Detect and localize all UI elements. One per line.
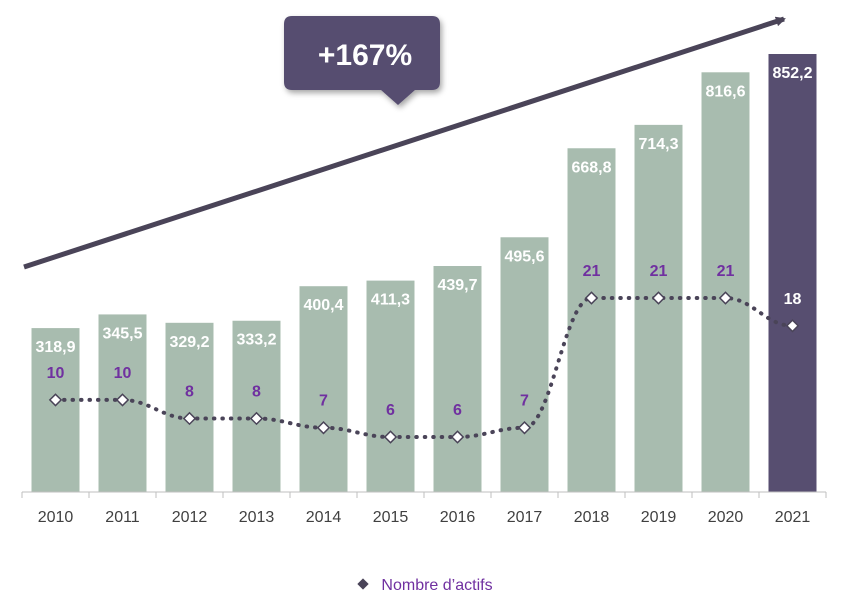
legend-label: Nombre d’actifs: [381, 577, 493, 594]
count-value-label: 21: [717, 263, 735, 280]
bar-2010: [31, 328, 80, 492]
bar-2018: [567, 148, 616, 492]
bar-2020: [701, 72, 750, 492]
x-tick-label: 2016: [440, 509, 476, 526]
x-tick-label: 2020: [708, 509, 744, 526]
x-tick-label: 2012: [172, 509, 208, 526]
bar-2012: [165, 322, 214, 492]
x-tick-label: 2021: [775, 509, 811, 526]
count-point-2010: [48, 393, 63, 407]
growth-trend-arrow: [23, 16, 786, 270]
bar-value-label: 411,3: [371, 292, 410, 309]
count-value-label: 21: [650, 263, 668, 280]
bar-2021: [768, 54, 817, 492]
x-tick-label: 2014: [306, 509, 342, 526]
count-point-2013: [249, 411, 264, 426]
bar-2017: [500, 237, 549, 492]
count-point-2020: [718, 291, 733, 305]
bar-value-label: 852,2: [772, 65, 812, 82]
count-value-label: 7: [520, 393, 529, 410]
count-value-label: 8: [252, 383, 261, 400]
x-tick-label: 2017: [507, 509, 543, 526]
bar-2019: [634, 124, 683, 493]
count-value-label: 8: [185, 383, 194, 400]
bar-2016: [433, 266, 482, 492]
count-point-2018: [584, 291, 599, 305]
x-tick-label: 2015: [373, 509, 409, 526]
x-tick-label: 2018: [574, 509, 610, 526]
bar-2015: [366, 280, 415, 492]
count-line-layer: 10 10 8 8 7 6 6 7 21 21 21 18: [47, 263, 802, 444]
bar-2013: [232, 320, 281, 492]
count-point-2015: [383, 430, 398, 444]
count-point-2017: [517, 421, 532, 435]
x-tick-label: 2010: [38, 509, 74, 526]
count-point-2021: [785, 319, 800, 333]
count-point-2019: [651, 291, 666, 305]
count-value-label: 18: [784, 291, 802, 308]
count-point-2011: [115, 393, 130, 407]
count-point-2014: [316, 421, 331, 435]
bar-value-label: 329,2: [169, 334, 209, 351]
count-value-label: 10: [47, 365, 65, 382]
count-value-label: 6: [453, 402, 462, 419]
count-point-2016: [450, 430, 465, 444]
growth-percentage: +167%: [318, 39, 412, 72]
bar-value-label: 345,5: [102, 325, 142, 342]
legend: Nombre d’actifs: [0, 577, 852, 595]
x-axis: 2010 2011 2012 2013 2014 2015 2016 2017 2018 2019…: [21, 491, 827, 526]
x-tick-label: 2011: [105, 509, 140, 526]
bar-value-label: 439,7: [437, 277, 477, 294]
count-point-2012: [182, 411, 197, 426]
bar-value-label: 714,3: [638, 136, 678, 153]
x-tick-label: 2019: [641, 509, 677, 526]
bars-layer: 318,9 345,5 329,2 333,2 400,4 411,3 439,7 495,6…: [31, 54, 817, 493]
x-tick-label: 2013: [239, 509, 275, 526]
diamond-marker-icon: [357, 578, 370, 590]
bar-2014: [299, 286, 348, 492]
bar-value-label: 318,9: [35, 339, 75, 356]
bar-value-label: 333,2: [236, 332, 276, 349]
bar-value-label: 668,8: [571, 159, 611, 176]
count-value-label: 21: [583, 263, 601, 280]
count-value-label: 7: [319, 393, 328, 410]
count-value-label: 10: [114, 365, 132, 382]
bar-value-label: 495,6: [504, 248, 544, 265]
bar-value-label: 816,6: [705, 83, 745, 100]
bar-value-label: 400,4: [303, 297, 343, 314]
count-value-label: 6: [386, 402, 395, 419]
growth-callout: [284, 16, 440, 105]
